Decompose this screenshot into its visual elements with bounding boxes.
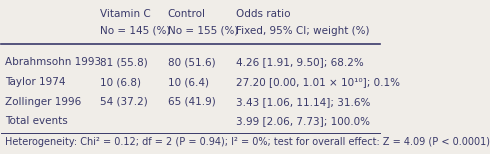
- Text: 65 (41.9): 65 (41.9): [168, 97, 216, 107]
- Text: No = 155 (%): No = 155 (%): [168, 26, 238, 36]
- Text: 10 (6.4): 10 (6.4): [168, 77, 209, 87]
- Text: 27.20 [0.00, 1.01 × 10¹⁰]; 0.1%: 27.20 [0.00, 1.01 × 10¹⁰]; 0.1%: [236, 77, 400, 87]
- Text: 81 (55.8): 81 (55.8): [99, 57, 147, 67]
- Text: Vitamin C: Vitamin C: [99, 9, 150, 19]
- Text: Odds ratio: Odds ratio: [236, 9, 291, 19]
- Text: Control: Control: [168, 9, 206, 19]
- Text: Fixed, 95% CI; weight (%): Fixed, 95% CI; weight (%): [236, 26, 369, 36]
- Text: 3.43 [1.06, 11.14]; 31.6%: 3.43 [1.06, 11.14]; 31.6%: [236, 97, 370, 107]
- Text: Zollinger 1996: Zollinger 1996: [5, 97, 81, 107]
- Text: Taylor 1974: Taylor 1974: [5, 77, 66, 87]
- Text: 54 (37.2): 54 (37.2): [99, 97, 147, 107]
- Text: No = 145 (%): No = 145 (%): [99, 26, 170, 36]
- Text: 10 (6.8): 10 (6.8): [99, 77, 141, 87]
- Text: 80 (51.6): 80 (51.6): [168, 57, 216, 67]
- Text: Abrahmsohn 1993: Abrahmsohn 1993: [5, 57, 101, 67]
- Text: Heterogeneity: Chi² = 0.12; df = 2 (P = 0.94); I² = 0%; test for overall effect:: Heterogeneity: Chi² = 0.12; df = 2 (P = …: [5, 138, 490, 148]
- Text: Total events: Total events: [5, 116, 68, 126]
- Text: 4.26 [1.91, 9.50]; 68.2%: 4.26 [1.91, 9.50]; 68.2%: [236, 57, 364, 67]
- Text: 3.99 [2.06, 7.73]; 100.0%: 3.99 [2.06, 7.73]; 100.0%: [236, 116, 370, 126]
